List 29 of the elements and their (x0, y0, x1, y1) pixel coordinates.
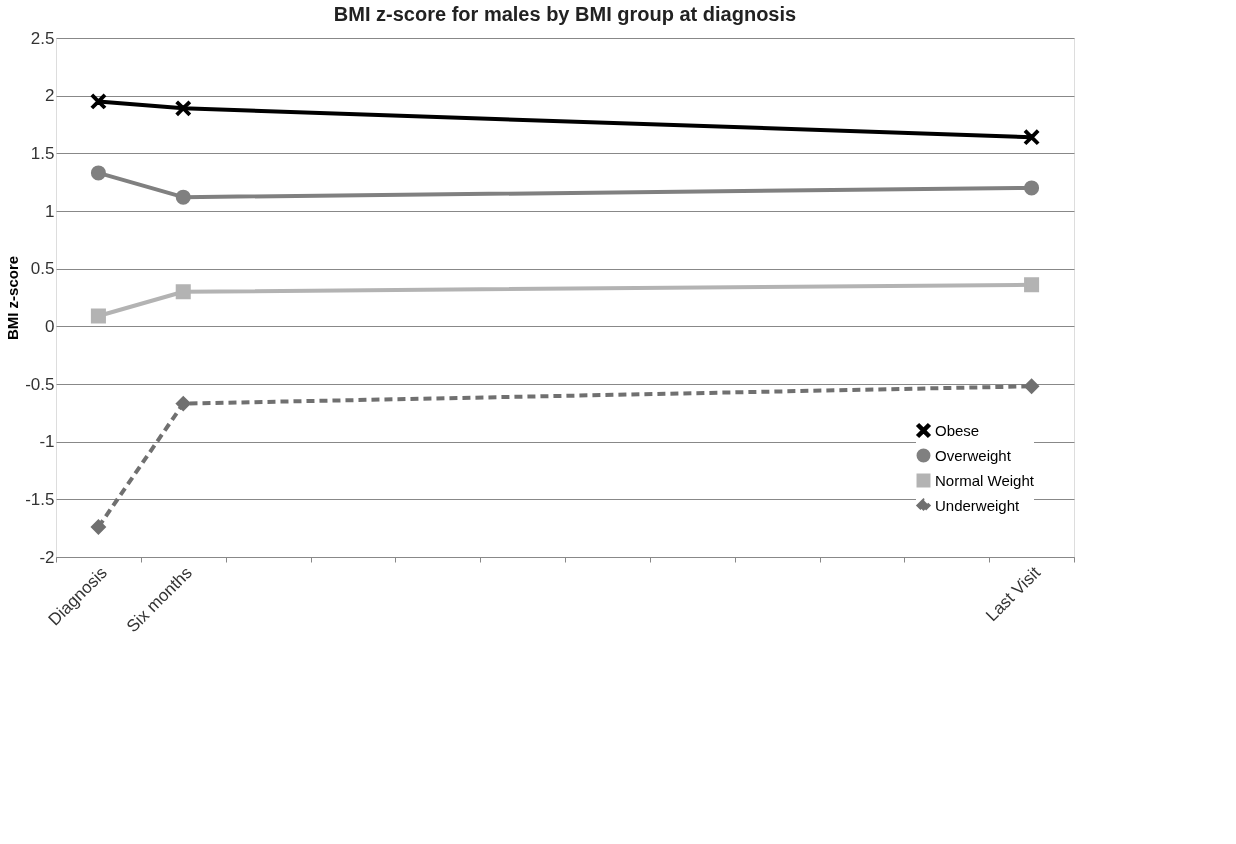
point (90, 308, 106, 324)
y-tick-label: -2 (39, 547, 55, 567)
point (1024, 180, 1040, 196)
point (175, 189, 191, 205)
x-tick-label: Last Visit (982, 562, 1045, 626)
point (175, 396, 191, 412)
point (90, 165, 106, 181)
legend-label: Underweight (935, 496, 1021, 514)
point (175, 100, 191, 116)
y-tick-label: 0.5 (30, 259, 55, 279)
point (90, 519, 106, 535)
point (1024, 378, 1040, 394)
legend-label: Obese (935, 421, 980, 439)
y-tick-label: -0.5 (25, 374, 55, 394)
point (175, 284, 191, 300)
y-tick-label: -1.5 (25, 489, 55, 509)
y-tick-label: 2.5 (30, 28, 55, 48)
point (1024, 277, 1040, 293)
legend-label: Overweight (935, 446, 1012, 464)
y-tick-label: 1 (45, 201, 55, 221)
y-tick-label: 2 (45, 86, 55, 106)
point (90, 93, 106, 109)
point (1024, 129, 1040, 145)
y-tick-label: 1.5 (30, 143, 55, 163)
y-tick-label: 0 (45, 316, 55, 336)
chart-title: BMI z-score for males by BMI group at diagnosis (333, 3, 797, 25)
legend-label: Normal Weight (935, 471, 1035, 489)
y-axis-title: BMI z-score (4, 255, 22, 341)
y-tick-label: -1 (39, 432, 55, 452)
